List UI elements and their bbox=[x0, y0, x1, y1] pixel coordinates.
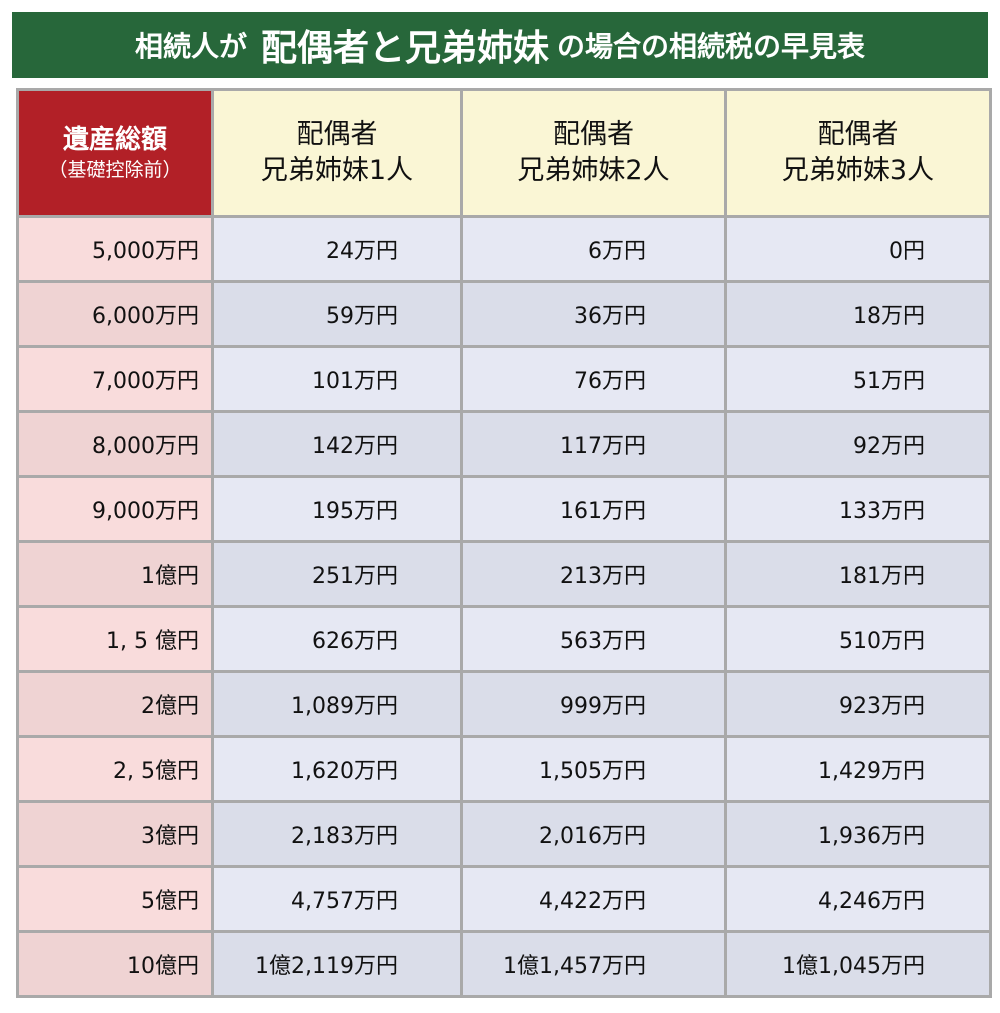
estate-header-main: 遺産総額 bbox=[62, 124, 167, 155]
table-row: 2, 5億円 1,620万円 1,505万円 1,429万円 bbox=[16, 735, 992, 803]
tax-value-cell: 6万円 bbox=[460, 215, 727, 283]
table-row: 5,000万円 24万円 6万円 0円 bbox=[16, 215, 992, 283]
column-header-line2: 兄弟姉妹1人 bbox=[260, 155, 414, 186]
tax-value-cell: 999万円 bbox=[460, 670, 727, 738]
tax-value-cell: 18万円 bbox=[724, 280, 992, 348]
estate-amount-cell: 9,000万円 bbox=[16, 475, 214, 543]
tax-value-cell: 251万円 bbox=[211, 540, 463, 608]
table-row: 10億円 1億2,119万円 1億1,457万円 1億1,045万円 bbox=[16, 930, 992, 998]
estate-amount-cell: 6,000万円 bbox=[16, 280, 214, 348]
tax-value-cell: 1億1,045万円 bbox=[724, 930, 992, 998]
title-suffix: の場合の相続税の早見表 bbox=[557, 30, 866, 63]
table-row: 1, 5 億円 626万円 563万円 510万円 bbox=[16, 605, 992, 673]
tax-value-cell: 59万円 bbox=[211, 280, 463, 348]
tax-value-cell: 4,757万円 bbox=[211, 865, 463, 933]
estate-header: 遺産総額 （基礎控除前） bbox=[16, 88, 214, 218]
table-row: 7,000万円 101万円 76万円 51万円 bbox=[16, 345, 992, 413]
estate-amount-cell: 10億円 bbox=[16, 930, 214, 998]
estate-amount-cell: 8,000万円 bbox=[16, 410, 214, 478]
column-header-2-siblings: 配偶者 兄弟姉妹2人 bbox=[460, 88, 727, 218]
tax-value-cell: 1,936万円 bbox=[724, 800, 992, 868]
tax-value-cell: 626万円 bbox=[211, 605, 463, 673]
tax-value-cell: 181万円 bbox=[724, 540, 992, 608]
inheritance-tax-table: 遺産総額 （基礎控除前） 配偶者 兄弟姉妹1人 配偶者 兄弟姉妹2人 配偶者 兄… bbox=[16, 88, 992, 998]
table-row: 8,000万円 142万円 117万円 92万円 bbox=[16, 410, 992, 478]
tax-table-container: 遺産総額 （基礎控除前） 配偶者 兄弟姉妹1人 配偶者 兄弟姉妹2人 配偶者 兄… bbox=[16, 88, 992, 998]
tax-value-cell: 133万円 bbox=[724, 475, 992, 543]
estate-amount-cell: 5,000万円 bbox=[16, 215, 214, 283]
tax-value-cell: 117万円 bbox=[460, 410, 727, 478]
tax-value-cell: 1億1,457万円 bbox=[460, 930, 727, 998]
column-header-3-siblings: 配偶者 兄弟姉妹3人 bbox=[724, 88, 992, 218]
estate-amount-cell: 5億円 bbox=[16, 865, 214, 933]
table-row: 3億円 2,183万円 2,016万円 1,936万円 bbox=[16, 800, 992, 868]
tax-value-cell: 76万円 bbox=[460, 345, 727, 413]
table-row: 6,000万円 59万円 36万円 18万円 bbox=[16, 280, 992, 348]
tax-value-cell: 36万円 bbox=[460, 280, 727, 348]
column-header-line1: 配偶者 bbox=[817, 118, 899, 150]
tax-value-cell: 92万円 bbox=[724, 410, 992, 478]
column-header-line1: 配偶者 bbox=[553, 118, 634, 150]
tax-value-cell: 2,016万円 bbox=[460, 800, 727, 868]
title-prefix: 相続人が bbox=[134, 30, 247, 63]
estate-amount-cell: 2億円 bbox=[16, 670, 214, 738]
table-row: 5億円 4,757万円 4,422万円 4,246万円 bbox=[16, 865, 992, 933]
tax-value-cell: 4,422万円 bbox=[460, 865, 727, 933]
column-header-line2: 兄弟姉妹2人 bbox=[517, 155, 670, 186]
header-row: 遺産総額 （基礎控除前） 配偶者 兄弟姉妹1人 配偶者 兄弟姉妹2人 配偶者 兄… bbox=[16, 88, 992, 218]
tax-value-cell: 213万円 bbox=[460, 540, 727, 608]
tax-value-cell: 1億2,119万円 bbox=[211, 930, 463, 998]
tax-value-cell: 161万円 bbox=[460, 475, 727, 543]
tax-value-cell: 195万円 bbox=[211, 475, 463, 543]
tax-value-cell: 4,246万円 bbox=[724, 865, 992, 933]
tax-value-cell: 1,620万円 bbox=[211, 735, 463, 803]
tax-value-cell: 1,429万円 bbox=[724, 735, 992, 803]
table-row: 9,000万円 195万円 161万円 133万円 bbox=[16, 475, 992, 543]
column-header-line2: 兄弟姉妹3人 bbox=[781, 155, 935, 186]
page-title: 相続人が 配偶者と兄弟姉妹 の場合の相続税の早見表 bbox=[12, 12, 988, 78]
tax-value-cell: 2,183万円 bbox=[211, 800, 463, 868]
estate-amount-cell: 2, 5億円 bbox=[16, 735, 214, 803]
tax-value-cell: 510万円 bbox=[724, 605, 992, 673]
tax-value-cell: 1,089万円 bbox=[211, 670, 463, 738]
tax-value-cell: 24万円 bbox=[211, 215, 463, 283]
title-emphasis: 配偶者と兄弟姉妹 bbox=[260, 28, 549, 69]
tax-value-cell: 0円 bbox=[724, 215, 992, 283]
table-row: 1億円 251万円 213万円 181万円 bbox=[16, 540, 992, 608]
tax-value-cell: 1,505万円 bbox=[460, 735, 727, 803]
estate-amount-cell: 1億円 bbox=[16, 540, 214, 608]
estate-amount-cell: 1, 5 億円 bbox=[16, 605, 214, 673]
tax-value-cell: 101万円 bbox=[211, 345, 463, 413]
estate-amount-cell: 3億円 bbox=[16, 800, 214, 868]
estate-amount-cell: 7,000万円 bbox=[16, 345, 214, 413]
tax-value-cell: 142万円 bbox=[211, 410, 463, 478]
tax-value-cell: 51万円 bbox=[724, 345, 992, 413]
estate-header-sub: （基礎控除前） bbox=[48, 158, 182, 181]
tax-value-cell: 923万円 bbox=[724, 670, 992, 738]
column-header-line1: 配偶者 bbox=[296, 118, 378, 150]
column-header-1-sibling: 配偶者 兄弟姉妹1人 bbox=[211, 88, 463, 218]
table-row: 2億円 1,089万円 999万円 923万円 bbox=[16, 670, 992, 738]
tax-value-cell: 563万円 bbox=[460, 605, 727, 673]
